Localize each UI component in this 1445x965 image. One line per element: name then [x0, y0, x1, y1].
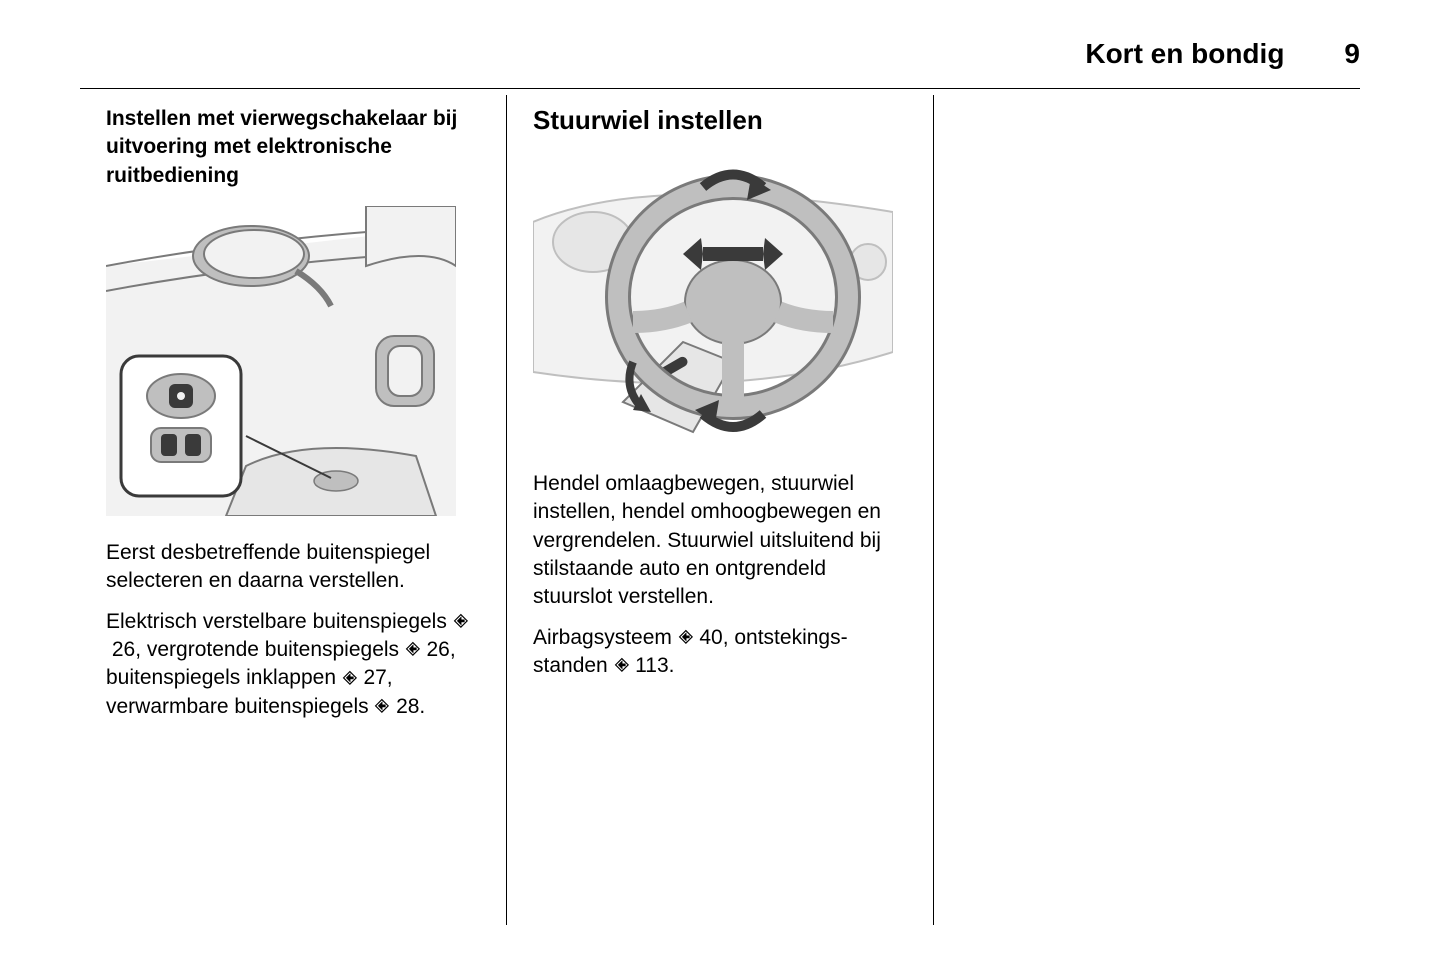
manual-page: Kort en bondig 9 Instellen met vierwegsc…: [0, 0, 1445, 965]
text: .: [669, 654, 675, 677]
page-header: Kort en bondig 9: [1085, 38, 1360, 70]
content-columns: Instellen met vierwegschakelaar bij uitv…: [80, 95, 1360, 925]
column-1: Instellen met vierwegschakelaar bij uitv…: [80, 95, 506, 925]
text: Airbagsysteem: [533, 626, 678, 649]
reference-icon: [614, 657, 630, 673]
page-ref: 26: [112, 638, 135, 661]
page-ref: 27: [363, 666, 386, 689]
col1-para1: Eerst desbetreffende buitenspiegel selec…: [106, 539, 480, 596]
reference-icon: [342, 670, 358, 686]
page-ref: 113: [635, 654, 668, 677]
steering-wheel-figure: [533, 152, 893, 452]
reference-icon: [374, 698, 390, 714]
col1-subheading: Instellen met vierwegschakelaar bij uitv…: [106, 105, 480, 190]
reference-icon: [453, 613, 469, 629]
mirror-switch-figure: [106, 206, 456, 521]
col2-heading: Stuurwiel instellen: [533, 105, 907, 136]
text: .: [419, 695, 425, 718]
text: Elektrisch verstelbare buitenspiegels: [106, 610, 453, 633]
col2-para2: Airbagsysteem 40, ontstekings­standen 11…: [533, 624, 907, 681]
text: , vergrotende buitenspiegels: [135, 638, 405, 661]
page-ref: 26: [426, 638, 449, 661]
page-ref: 40: [699, 626, 722, 649]
reference-icon: [678, 629, 694, 645]
col2-para1: Hendel omlaagbewegen, stuurwiel instelle…: [533, 470, 907, 612]
column-2: Stuurwiel instellen: [506, 95, 933, 925]
section-title: Kort en bondig: [1085, 38, 1284, 70]
header-rule: [80, 88, 1360, 89]
column-3: [933, 95, 1360, 925]
page-number: 9: [1344, 38, 1360, 70]
reference-icon: [405, 641, 421, 657]
col1-para2: Elektrisch verstelbare buitenspiegels 26…: [106, 608, 480, 721]
page-ref: 28: [396, 695, 419, 718]
